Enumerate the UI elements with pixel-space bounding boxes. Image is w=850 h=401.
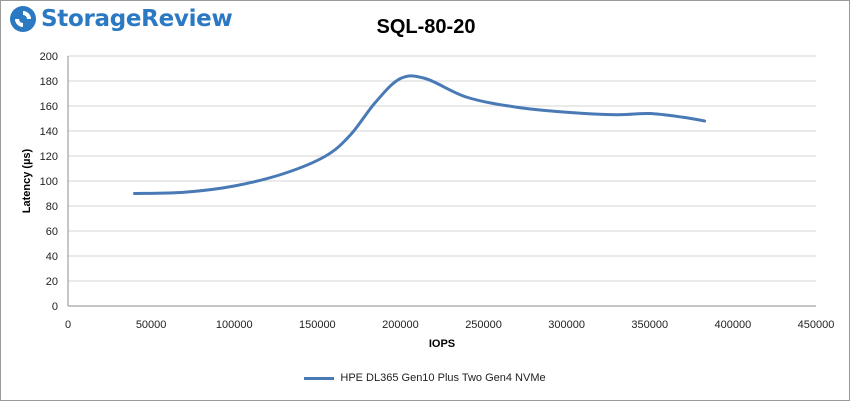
y-tick-label: 0 xyxy=(52,301,58,313)
x-tick-label: 150000 xyxy=(299,319,336,331)
x-tick-label: 350000 xyxy=(631,319,668,331)
y-tick-label: 20 xyxy=(46,276,58,288)
y-tick-label: 160 xyxy=(40,101,58,113)
y-tick-label: 80 xyxy=(46,201,58,213)
series-line xyxy=(132,74,707,195)
y-tick-label: 100 xyxy=(40,176,58,188)
y-tick-label: 120 xyxy=(40,151,58,163)
y-axis-title: Latency (µs) xyxy=(21,148,33,213)
y-tick-label: 140 xyxy=(40,126,58,138)
storagereview-logo: StorageReview xyxy=(9,5,233,33)
x-tick-label: 0 xyxy=(65,319,71,331)
y-tick-label: 60 xyxy=(46,226,58,238)
y-tick-label: 40 xyxy=(46,251,58,263)
legend-label: HPE DL365 Gen10 Plus Two Gen4 NVMe xyxy=(340,372,546,384)
brand-name: StorageReview xyxy=(41,6,233,32)
y-tick-label: 200 xyxy=(40,51,58,63)
x-tick-labels: 0 50000 100000 150000 200000 250000 300000 3500… xyxy=(65,319,834,331)
x-axis-title: IOPS xyxy=(429,338,455,350)
y-tick-labels: 0 20 40 60 80 100 120 140 160 180 200 xyxy=(40,51,58,313)
x-tick-label: 400000 xyxy=(715,319,752,331)
storagereview-logo-icon xyxy=(10,6,36,32)
series-group xyxy=(132,74,707,195)
x-tick-label: 250000 xyxy=(465,319,502,331)
x-tick-label: 450000 xyxy=(798,319,835,331)
gridlines xyxy=(68,55,816,282)
x-tick-label: 50000 xyxy=(136,319,167,331)
legend-swatch xyxy=(304,376,335,380)
x-tick-label: 100000 xyxy=(216,319,253,331)
y-tick-label: 180 xyxy=(40,76,58,88)
chart-title: SQL-80-20 xyxy=(376,16,476,38)
x-tick-label: 300000 xyxy=(548,319,585,331)
legend: HPE DL365 Gen10 Plus Two Gen4 NVMe xyxy=(0,372,850,384)
x-tick-label: 200000 xyxy=(382,319,419,331)
